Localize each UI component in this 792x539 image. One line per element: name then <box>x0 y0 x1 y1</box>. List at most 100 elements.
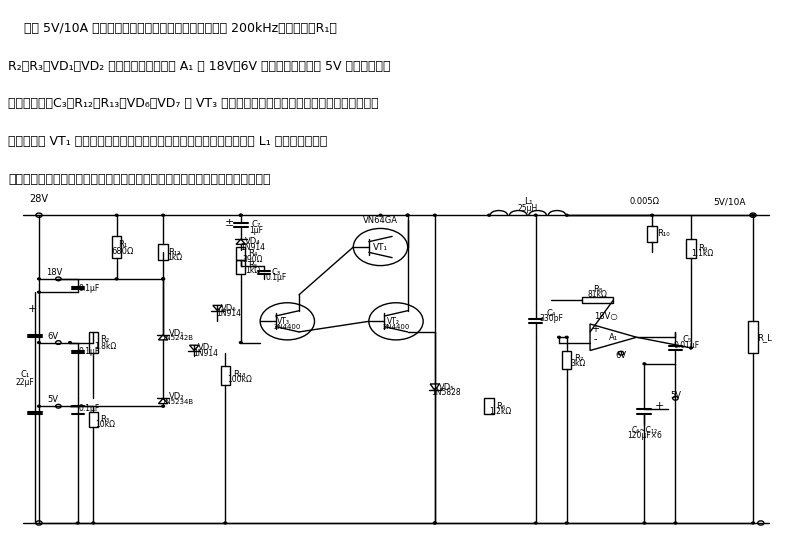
Circle shape <box>643 522 645 524</box>
Text: 1N5242B: 1N5242B <box>161 335 193 341</box>
Text: 1.2kΩ: 1.2kΩ <box>489 407 512 416</box>
Polygon shape <box>158 335 168 340</box>
Text: -: - <box>594 335 597 344</box>
Text: +: + <box>592 324 600 334</box>
Circle shape <box>115 278 118 280</box>
Circle shape <box>379 215 382 216</box>
Text: VD₄: VD₄ <box>245 237 261 246</box>
Text: 1kΩ: 1kΩ <box>167 253 182 262</box>
Text: C₄: C₄ <box>546 309 556 318</box>
Text: 0.01μF: 0.01μF <box>674 341 700 350</box>
Circle shape <box>752 215 755 216</box>
Text: 18V: 18V <box>46 268 63 277</box>
Text: VN64GA: VN64GA <box>363 216 398 225</box>
Circle shape <box>752 522 755 524</box>
Circle shape <box>433 215 436 216</box>
Text: R₁₀: R₁₀ <box>657 229 670 238</box>
Circle shape <box>535 215 537 216</box>
Bar <box>485 398 493 414</box>
Text: R_L: R_L <box>757 333 772 342</box>
Text: 680Ω: 680Ω <box>112 247 134 256</box>
Text: 1kΩ: 1kΩ <box>245 266 260 275</box>
Circle shape <box>651 215 653 216</box>
Circle shape <box>76 522 79 524</box>
Circle shape <box>433 522 436 524</box>
Text: 1N5234B: 1N5234B <box>161 399 193 405</box>
Circle shape <box>37 342 40 343</box>
Text: VD₅: VD₅ <box>439 383 455 392</box>
Text: 5V: 5V <box>670 391 681 400</box>
Text: R₂: R₂ <box>101 335 109 344</box>
Circle shape <box>37 291 40 293</box>
Text: 6V: 6V <box>48 331 59 341</box>
Text: C₆~C₁₂: C₆~C₁₂ <box>631 426 657 434</box>
Circle shape <box>224 522 227 524</box>
Text: 1.8kΩ: 1.8kΩ <box>93 342 116 351</box>
Bar <box>89 332 98 353</box>
Circle shape <box>558 336 561 338</box>
Circle shape <box>406 215 409 216</box>
Circle shape <box>565 522 568 524</box>
Circle shape <box>406 215 409 216</box>
Text: 81kΩ: 81kΩ <box>588 291 607 299</box>
Text: 0.1μF: 0.1μF <box>78 347 100 356</box>
Circle shape <box>565 336 568 338</box>
Text: R₅: R₅ <box>248 261 257 270</box>
Text: 1N5828: 1N5828 <box>432 389 461 397</box>
Text: 0.1μF: 0.1μF <box>265 273 287 282</box>
Text: 2N4400: 2N4400 <box>383 323 409 330</box>
Text: C₃: C₃ <box>271 268 280 277</box>
Text: R₁₂: R₁₂ <box>169 248 181 257</box>
Bar <box>89 412 98 427</box>
Circle shape <box>115 215 118 216</box>
Text: 10kΩ: 10kΩ <box>95 420 115 430</box>
Polygon shape <box>430 384 440 390</box>
Circle shape <box>239 215 242 216</box>
Polygon shape <box>236 239 246 244</box>
Text: 输出 5V/10A 的串联式开关稳压电源电路，工作频率为 200kHz。电路中，R₁、: 输出 5V/10A 的串联式开关稳压电源电路，工作频率为 200kHz。电路中，… <box>8 22 337 35</box>
Bar <box>648 226 657 241</box>
Text: 0.005Ω: 0.005Ω <box>630 197 660 206</box>
Bar <box>221 367 230 385</box>
Polygon shape <box>158 398 168 404</box>
Bar <box>236 247 246 260</box>
Text: 路使开关管 VT₁ 的驱动脉冲电压按指数规律增大，因而，避免流过电感 L₁ 中的电流增加过: 路使开关管 VT₁ 的驱动脉冲电压按指数规律增大，因而，避免流过电感 L₁ 中的… <box>8 135 327 148</box>
Text: R₁: R₁ <box>118 240 128 249</box>
Circle shape <box>37 278 40 280</box>
Circle shape <box>92 522 95 524</box>
Bar <box>748 321 758 353</box>
Text: VD₂: VD₂ <box>169 392 185 401</box>
Text: C₁: C₁ <box>21 370 29 379</box>
Text: R₄: R₄ <box>248 250 257 258</box>
Text: VT₁: VT₁ <box>373 243 388 252</box>
Text: 390Ω: 390Ω <box>242 255 263 264</box>
Text: 120μF×6: 120μF×6 <box>627 431 662 440</box>
Text: C₇: C₇ <box>252 220 261 229</box>
Circle shape <box>162 215 165 216</box>
Text: 3kΩ: 3kΩ <box>571 360 586 368</box>
Circle shape <box>162 278 165 280</box>
Text: 1N914: 1N914 <box>240 243 265 252</box>
Text: R₆: R₆ <box>496 402 505 411</box>
Text: 330pF: 330pF <box>539 314 563 323</box>
Text: R₉: R₉ <box>698 244 707 253</box>
Text: 1.1kΩ: 1.1kΩ <box>691 249 714 258</box>
Polygon shape <box>213 306 222 310</box>
Text: ±: ± <box>225 218 234 228</box>
Circle shape <box>239 342 242 343</box>
Text: R₁₃: R₁₃ <box>233 370 246 379</box>
Text: R₂，R₃，VD₁，VD₂ 构成提供比较放大器 A₁ 的 18V，6V 电源和反相输入端 5V 基准电压的稳: R₂，R₃，VD₁，VD₂ 构成提供比较放大器 A₁ 的 18V，6V 电源和反… <box>8 59 390 73</box>
Circle shape <box>690 347 692 349</box>
Bar <box>112 237 121 258</box>
Text: 0.1μF: 0.1μF <box>78 284 100 293</box>
Circle shape <box>37 405 40 407</box>
Bar <box>562 350 571 369</box>
Text: 快，以至输出电压产生较大的过冲。稳压电路正常工作后，启动电路失去作用。: 快，以至输出电压产生较大的过冲。稳压电路正常工作后，启动电路失去作用。 <box>8 172 270 186</box>
Circle shape <box>162 405 165 407</box>
Text: VD₁: VD₁ <box>169 328 185 337</box>
Text: +: + <box>655 401 664 411</box>
Text: 5V: 5V <box>48 396 59 404</box>
Circle shape <box>488 215 490 216</box>
Text: 22μF: 22μF <box>16 378 34 387</box>
Text: 6V: 6V <box>615 351 626 361</box>
